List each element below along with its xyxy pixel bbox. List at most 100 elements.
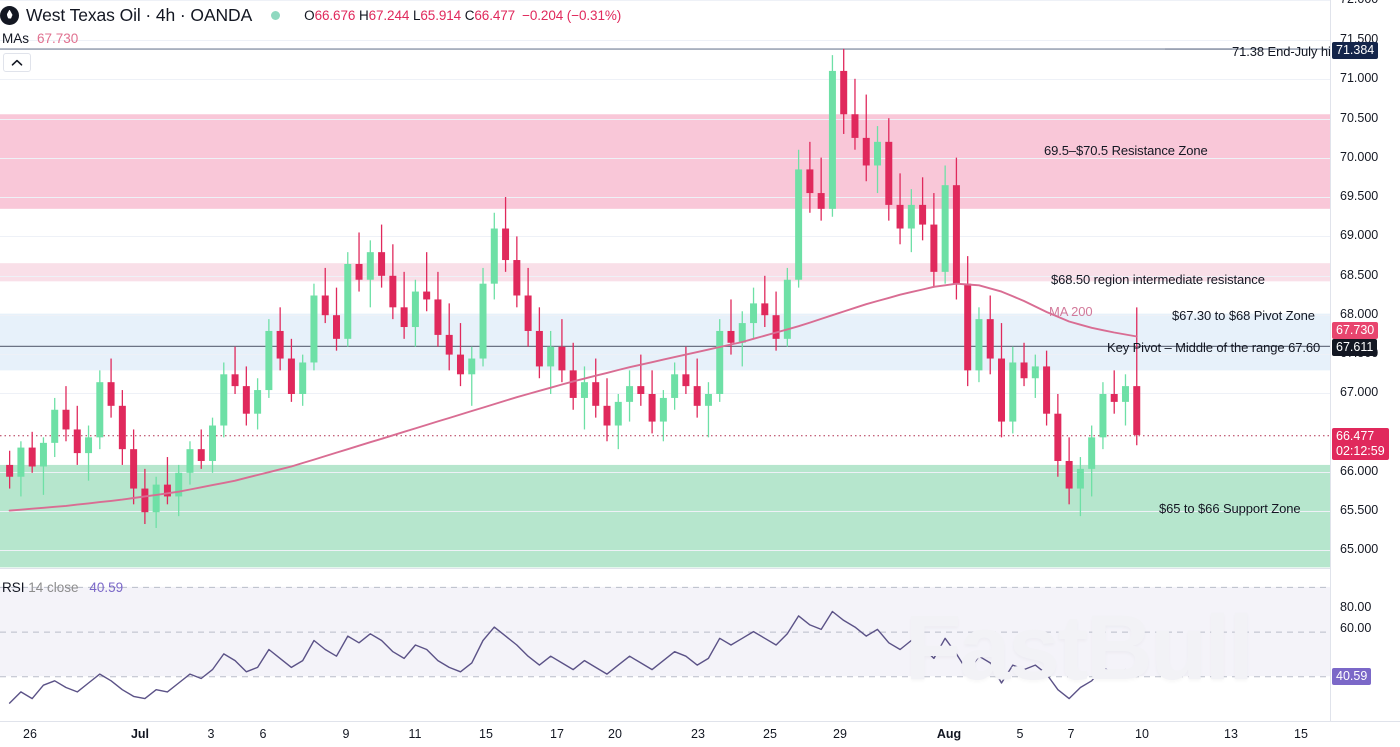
candle-body[interactable] bbox=[434, 299, 442, 335]
candle-body[interactable] bbox=[840, 70, 848, 115]
candle-body[interactable] bbox=[1110, 394, 1118, 402]
candle-body[interactable] bbox=[220, 374, 228, 426]
rsi-pane[interactable] bbox=[0, 569, 1330, 721]
candle-body[interactable] bbox=[130, 449, 138, 489]
candle-body[interactable] bbox=[344, 263, 352, 339]
candle-body[interactable] bbox=[1009, 362, 1017, 422]
candle-body[interactable] bbox=[51, 409, 59, 443]
candle-body[interactable] bbox=[862, 137, 870, 166]
candle-body[interactable] bbox=[1076, 468, 1084, 489]
symbol-title[interactable]: West Texas Oil · 4h · OANDA bbox=[26, 4, 253, 25]
candle-body[interactable] bbox=[17, 447, 25, 477]
annotation-end-july-highs[interactable]: 71.38 End-July highs bbox=[1232, 44, 1352, 59]
candle-body[interactable] bbox=[558, 346, 566, 371]
candle-body[interactable] bbox=[479, 283, 487, 359]
candle-body[interactable] bbox=[1043, 366, 1051, 414]
candle-body[interactable] bbox=[524, 295, 532, 331]
candle-body[interactable] bbox=[411, 291, 419, 328]
candle-body[interactable] bbox=[1088, 437, 1096, 469]
candle-body[interactable] bbox=[400, 307, 408, 328]
candle-body[interactable] bbox=[1099, 394, 1107, 438]
candle-body[interactable] bbox=[152, 484, 160, 513]
candle-body[interactable] bbox=[614, 401, 622, 426]
candle-body[interactable] bbox=[118, 405, 126, 450]
candle-body[interactable] bbox=[783, 279, 791, 339]
annotation-key-pivot[interactable]: Key Pivot – Middle of the range 67.60 bbox=[1107, 340, 1321, 355]
candle-body[interactable] bbox=[851, 114, 859, 138]
candle-body[interactable] bbox=[513, 260, 521, 296]
candle-body[interactable] bbox=[919, 204, 927, 225]
candle-body[interactable] bbox=[423, 291, 431, 300]
candle-body[interactable] bbox=[276, 330, 284, 359]
candle-body[interactable] bbox=[502, 228, 510, 261]
candle-body[interactable] bbox=[310, 295, 318, 363]
candle-body[interactable] bbox=[907, 204, 915, 229]
ma-200-line[interactable] bbox=[8, 282, 1138, 512]
candle-body[interactable] bbox=[547, 346, 555, 367]
price-axis[interactable]: 72.00071.50071.00070.50070.00069.50069.0… bbox=[1330, 0, 1400, 721]
candle-body[interactable] bbox=[648, 394, 656, 422]
candle-body[interactable] bbox=[28, 447, 36, 467]
rsi-line[interactable] bbox=[8, 610, 1138, 704]
candle-body[interactable] bbox=[1054, 413, 1062, 461]
candle-body[interactable] bbox=[569, 370, 577, 398]
rsi-value-tag[interactable]: 40.59 bbox=[1332, 668, 1372, 685]
candle-body[interactable] bbox=[535, 330, 543, 367]
candle-body[interactable] bbox=[603, 405, 611, 426]
candle-body[interactable] bbox=[107, 382, 115, 406]
candle-body[interactable] bbox=[85, 437, 93, 454]
candle-body[interactable] bbox=[254, 390, 262, 414]
candle-body[interactable] bbox=[242, 386, 250, 414]
candle-body[interactable] bbox=[941, 185, 949, 272]
candle-body[interactable] bbox=[716, 330, 724, 394]
candle-body[interactable] bbox=[896, 204, 904, 229]
ma-price-tag[interactable]: 67.730 bbox=[1332, 322, 1379, 339]
candle-body[interactable] bbox=[378, 252, 386, 276]
annotation-resistance-zone[interactable]: 69.5–$70.5 Resistance Zone bbox=[1044, 143, 1208, 158]
candle-body[interactable] bbox=[299, 362, 307, 394]
annotation-support-zone[interactable]: $65 to $66 Support Zone bbox=[1159, 501, 1301, 516]
candle-body[interactable] bbox=[761, 303, 769, 316]
legend-ma-row[interactable]: MAs 67.730 bbox=[0, 28, 78, 48]
candle-body[interactable] bbox=[580, 382, 588, 398]
candle-body[interactable] bbox=[806, 169, 814, 194]
price-chart-svg[interactable] bbox=[0, 0, 1330, 568]
candle-body[interactable] bbox=[1020, 362, 1028, 379]
price-pane[interactable] bbox=[0, 0, 1330, 568]
candle-body[interactable] bbox=[828, 70, 836, 209]
candle-body[interactable] bbox=[592, 382, 600, 406]
candle-body[interactable] bbox=[39, 442, 47, 467]
candle-body[interactable] bbox=[141, 488, 149, 513]
candle-body[interactable] bbox=[964, 283, 972, 371]
pivot-price-tag[interactable]: 67.611 bbox=[1332, 339, 1378, 356]
candle-body[interactable] bbox=[659, 397, 667, 422]
candle-body[interactable] bbox=[231, 374, 239, 387]
rsi-legend[interactable]: RSI 14 close 40.59 bbox=[2, 580, 123, 595]
candle-body[interactable] bbox=[6, 464, 14, 477]
candle-body[interactable] bbox=[321, 295, 329, 316]
candle-body[interactable] bbox=[175, 472, 183, 497]
candle-body[interactable] bbox=[163, 484, 171, 497]
pane-divider[interactable] bbox=[0, 568, 1330, 569]
candle-body[interactable] bbox=[197, 449, 205, 461]
candle-body[interactable] bbox=[998, 358, 1005, 422]
candle-body[interactable] bbox=[738, 323, 746, 343]
time-axis[interactable]: 26 Jul 3 6 9 11 15 17 20 23 25 29 Aug 5 7 10 13 15 bbox=[0, 721, 1400, 747]
candle-body[interactable] bbox=[671, 374, 679, 398]
candle-body[interactable] bbox=[930, 224, 938, 272]
candle-body[interactable] bbox=[333, 315, 340, 339]
candle-body[interactable] bbox=[1121, 386, 1129, 402]
annotation-pivot-zone[interactable]: $67.30 to $68 Pivot Zone bbox=[1172, 308, 1315, 323]
candle-body[interactable] bbox=[456, 354, 464, 375]
high-marker-tag[interactable]: 71.384 bbox=[1332, 42, 1379, 59]
candle-body[interactable] bbox=[693, 386, 701, 406]
candle-body[interactable] bbox=[209, 425, 217, 461]
candle-body[interactable] bbox=[445, 334, 453, 355]
candle-body[interactable] bbox=[885, 141, 893, 205]
annotation-ma-200[interactable]: MA 200 bbox=[1049, 304, 1093, 319]
candle-body[interactable] bbox=[727, 330, 735, 343]
candle-body[interactable] bbox=[682, 374, 690, 387]
candle-body[interactable] bbox=[62, 409, 70, 430]
candle-body[interactable] bbox=[287, 358, 295, 394]
candle-body[interactable] bbox=[468, 358, 476, 375]
